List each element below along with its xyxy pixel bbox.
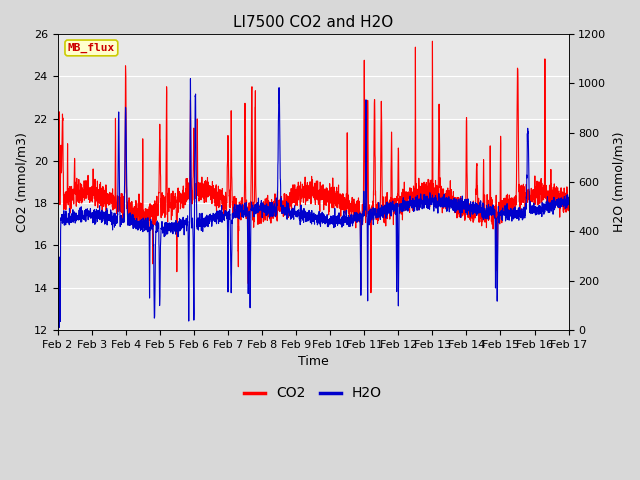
H2O bbox=[272, 206, 280, 212]
Title: LI7500 CO2 and H2O: LI7500 CO2 and H2O bbox=[233, 15, 393, 30]
H2O bbox=[55, 324, 63, 330]
H2O bbox=[500, 212, 508, 217]
Y-axis label: H2O (mmol/m3): H2O (mmol/m3) bbox=[612, 132, 625, 232]
H2O bbox=[564, 202, 572, 207]
CO2 bbox=[367, 290, 375, 296]
H2O bbox=[54, 216, 61, 221]
H2O bbox=[143, 220, 150, 226]
CO2 bbox=[272, 204, 280, 210]
H2O bbox=[187, 76, 195, 82]
CO2 bbox=[142, 221, 150, 227]
CO2 bbox=[112, 187, 120, 193]
Line: H2O: H2O bbox=[58, 79, 568, 327]
H2O bbox=[250, 205, 258, 211]
X-axis label: Time: Time bbox=[298, 355, 328, 368]
CO2 bbox=[250, 217, 257, 223]
CO2 bbox=[54, 197, 61, 203]
CO2 bbox=[500, 195, 508, 201]
Legend: CO2, H2O: CO2, H2O bbox=[239, 381, 387, 406]
CO2 bbox=[564, 201, 572, 207]
H2O bbox=[555, 202, 563, 207]
Line: CO2: CO2 bbox=[58, 41, 568, 293]
CO2 bbox=[429, 38, 436, 44]
H2O bbox=[112, 215, 120, 221]
CO2 bbox=[555, 191, 563, 196]
Y-axis label: CO2 (mmol/m3): CO2 (mmol/m3) bbox=[15, 132, 28, 232]
Text: MB_flux: MB_flux bbox=[68, 43, 115, 53]
